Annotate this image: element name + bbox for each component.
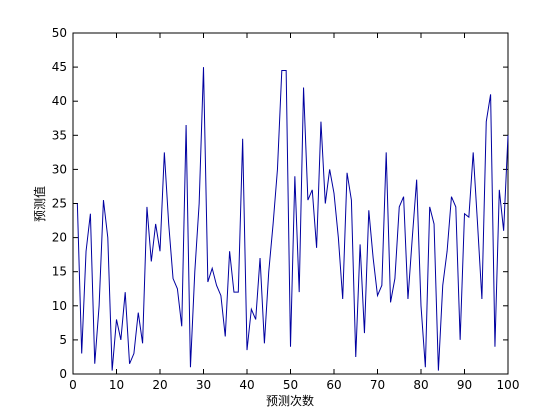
- x-tick-label: 90: [457, 378, 472, 392]
- y-tick-label: 45: [52, 60, 67, 74]
- y-tick-label: 50: [52, 26, 67, 40]
- y-axis-label: 预测值: [32, 186, 47, 222]
- x-tick-label: 70: [370, 378, 385, 392]
- y-tick-label: 35: [52, 128, 67, 142]
- y-tick-label: 5: [59, 333, 67, 347]
- x-tick-label: 0: [69, 378, 77, 392]
- data-line: [76, 67, 509, 371]
- x-tick-label: 40: [239, 378, 254, 392]
- x-tick-label: 60: [326, 378, 341, 392]
- y-tick-label: 40: [52, 94, 67, 108]
- x-tick-label: 10: [109, 378, 124, 392]
- x-tick-label: 30: [196, 378, 211, 392]
- x-tick-label: 80: [413, 378, 428, 392]
- y-tick-label: 20: [52, 231, 67, 245]
- x-tick-label: 50: [283, 378, 298, 392]
- y-tick-label: 10: [52, 299, 67, 313]
- y-tick-label: 15: [52, 265, 67, 279]
- x-tick-label: 100: [497, 378, 520, 392]
- x-tick-label: 20: [152, 378, 167, 392]
- y-tick-label: 30: [52, 162, 67, 176]
- y-tick-label: 0: [59, 367, 67, 381]
- x-axis-label: 预测次数: [266, 393, 314, 408]
- y-tick-label: 25: [52, 197, 67, 211]
